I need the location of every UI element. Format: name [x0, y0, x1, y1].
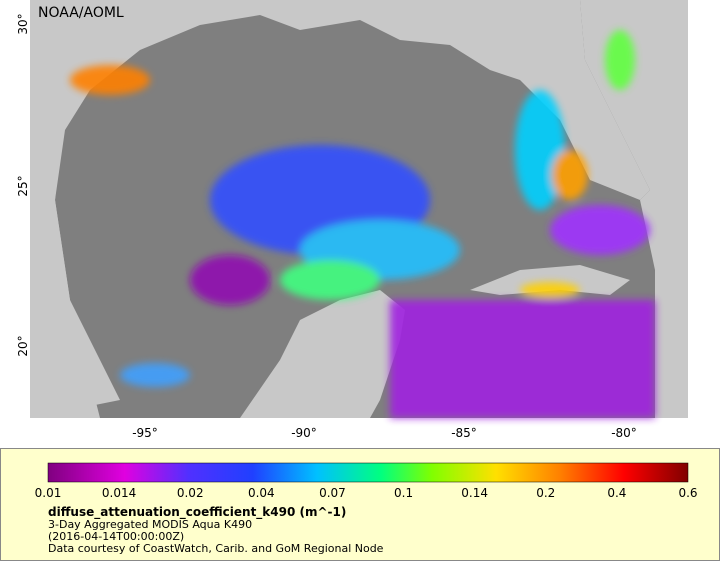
k490-field: [70, 30, 655, 418]
land-cuba: [470, 265, 630, 295]
map: NOAA/AOML: [30, 0, 688, 418]
caption-time: (2016-04-14T00:00:00Z): [48, 530, 184, 543]
colorbar-ticks: 0.01 0.014 0.02 0.04 0.07 0.1 0.14 0.2 0.4 0.6: [35, 486, 698, 500]
colorbar-tick-label: 0.14: [461, 486, 488, 500]
colorbar-tick-label: 0.6: [678, 486, 697, 500]
caption-credit: Data courtesy of CoastWatch, Carib. and …: [48, 542, 384, 555]
colorbar-tick-label: 0.1: [394, 486, 413, 500]
attribution: NOAA/AOML: [38, 5, 124, 21]
colorbar-tick-label: 0.02: [177, 486, 204, 500]
colorbar-tick-label: 0.07: [319, 486, 346, 500]
lon-label: -95°: [132, 426, 158, 440]
colorbar: [47, 462, 689, 483]
lat-label: 30°: [16, 13, 30, 34]
land-coast: [30, 0, 330, 418]
lon-label: -85°: [451, 426, 477, 440]
legend-panel: 0.01 0.014 0.02 0.04 0.07 0.1 0.14 0.2 0.4 0.6 di…: [0, 448, 720, 561]
caption-variable: diffuse_attenuation_coefficient_k490 (m^…: [48, 505, 346, 520]
caption-product: 3-Day Aggregated MODIS Aqua K490: [48, 518, 252, 531]
colorbar-tick-label: 0.01: [35, 486, 62, 500]
lat-label: 20°: [16, 335, 30, 356]
lat-label: 25°: [16, 175, 30, 196]
land-florida: [580, 0, 688, 418]
colorbar-tick-label: 0.2: [536, 486, 555, 500]
colorbar-tick-label: 0.04: [248, 486, 275, 500]
lon-label: -90°: [291, 426, 317, 440]
land-yucatan: [240, 290, 405, 418]
lon-label: -80°: [611, 426, 637, 440]
colorbar-tick-label: 0.014: [102, 486, 136, 500]
colorbar-tick-label: 0.4: [607, 486, 626, 500]
axes: 30° 25° 20° -95° -90° -85° -80°: [16, 13, 637, 440]
